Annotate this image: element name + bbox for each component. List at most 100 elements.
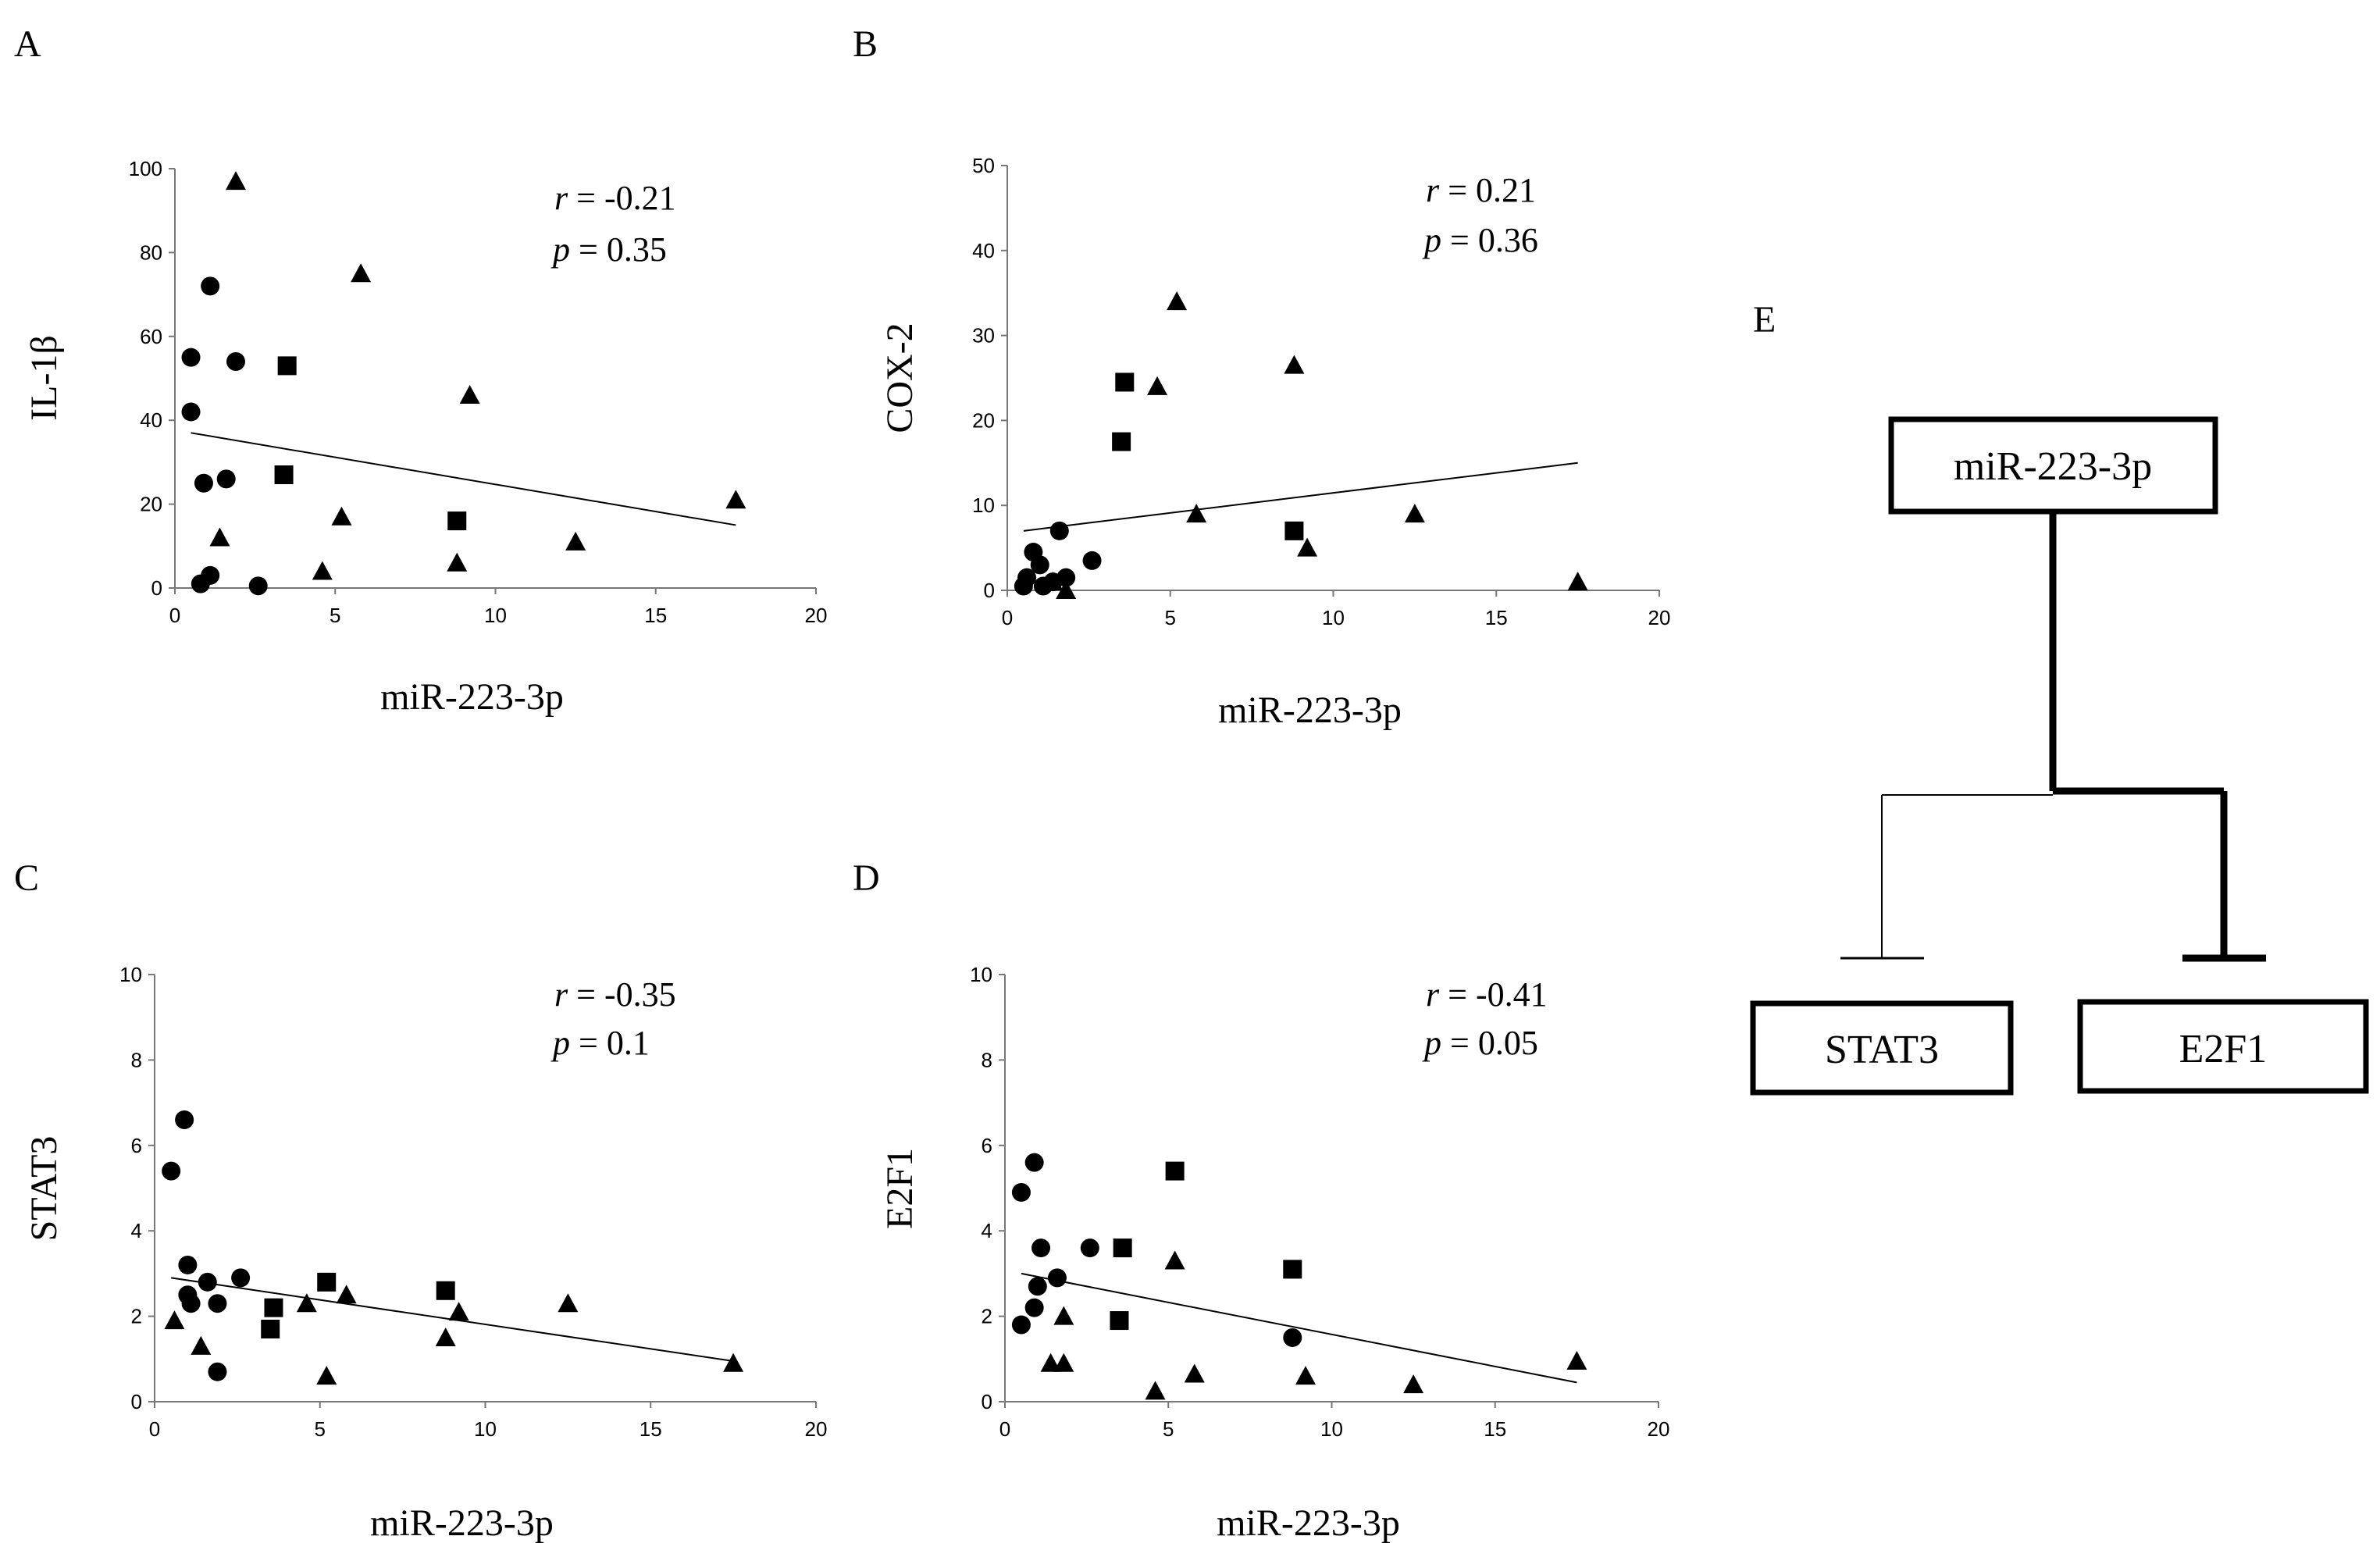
y-tick-label: 8	[982, 1048, 992, 1071]
trend-line	[1021, 1272, 1577, 1384]
y-tick-label: 4	[131, 1219, 142, 1242]
circle-point	[1283, 1328, 1302, 1347]
p-annotation: p = 0.35	[550, 230, 667, 269]
circle-point	[1024, 1153, 1044, 1172]
x-tick-label: 10	[1322, 606, 1345, 629]
y-tick-label: 4	[982, 1219, 992, 1242]
triangle-point	[723, 1353, 744, 1372]
y-tick-label: 6	[982, 1134, 992, 1157]
y-tick-label: 80	[140, 241, 162, 264]
triangle-point	[1567, 572, 1588, 591]
y-axis-title: COX-2	[879, 323, 921, 433]
panel-letter-b: B	[853, 23, 878, 65]
panel-letter-a: A	[14, 23, 41, 65]
r-annotation: r = -0.21	[554, 179, 676, 217]
square-point	[264, 1298, 283, 1317]
square-point	[261, 1320, 280, 1339]
circle-point	[198, 1272, 217, 1292]
square-point	[1165, 1161, 1185, 1181]
scatter-panel-c: C 0 2 4 6 8 10 0 5 10 15 20 miR-223-3p STAT3 r = -0.35…	[14, 857, 827, 1544]
circle-point	[216, 469, 236, 489]
square-point	[317, 1272, 337, 1292]
r-annotation: r = -0.41	[1426, 975, 1548, 1014]
circle-point	[1082, 551, 1102, 570]
circle-point	[194, 473, 213, 493]
triangle-point	[225, 171, 246, 191]
x-tick-label: 0	[1002, 606, 1013, 629]
y-tick-label: 2	[982, 1305, 992, 1328]
triangle-point	[1295, 1366, 1316, 1385]
x-tick-label: 5	[1163, 1417, 1174, 1441]
triangle-point	[164, 1310, 185, 1330]
x-tick-label: 15	[644, 604, 667, 627]
y-tick-label: 10	[972, 494, 995, 517]
trend-line	[191, 432, 736, 526]
circle-point	[226, 352, 245, 372]
x-axis-title: miR-223-3p	[370, 1502, 554, 1544]
panel-letter-e: E	[1753, 299, 1776, 340]
circle-point	[178, 1255, 198, 1274]
square-point	[436, 1281, 455, 1300]
triangle-point	[725, 490, 746, 509]
circle-point	[1031, 1238, 1051, 1258]
square-point	[1115, 372, 1135, 392]
x-tick-label: 15	[1485, 606, 1508, 629]
x-tick-label: 5	[315, 1417, 326, 1441]
y-tick-label: 40	[140, 408, 162, 432]
e2f1-box	[2077, 999, 2369, 1094]
y-axis-title: IL-1β	[23, 335, 65, 421]
triangle-point	[558, 1293, 579, 1313]
y-tick-label: 2	[131, 1305, 142, 1328]
triangle-point	[1145, 1381, 1166, 1400]
y-tick-label: 10	[970, 963, 992, 986]
y-tick-label: 30	[972, 324, 995, 347]
circle-point	[248, 576, 268, 596]
scatter-panel-d: D 0 2 4 6 8 10 0 5 10 15 20 miR-223-3p E2F1 r = -0.41 p…	[853, 857, 1669, 1544]
triangle-point	[1297, 537, 1318, 557]
diagram-panel-e: E miR-223-3p STAT3 E2F1	[1750, 299, 2369, 1096]
circle-point	[1024, 1298, 1044, 1317]
x-axis-title: miR-223-3p	[1218, 690, 1402, 731]
y-tick-label: 0	[982, 1390, 992, 1413]
circle-point	[1056, 568, 1076, 587]
triangle-point	[1164, 1250, 1185, 1270]
x-tick-label: 20	[805, 604, 828, 627]
triangle-point	[1184, 1363, 1205, 1383]
x-tick-label: 20	[805, 1417, 828, 1441]
circle-point	[1017, 568, 1037, 587]
triangle-point	[1053, 1306, 1074, 1325]
square-point	[1110, 1311, 1129, 1331]
x-tick-label: 10	[474, 1417, 497, 1441]
triangle-point	[1186, 504, 1207, 523]
circle-point	[1028, 1277, 1047, 1296]
scatter-panel-a: A 0 20 40 60 80 100 0 5 10 15 20 miR-223-3p IL-1β r = …	[14, 23, 827, 718]
triangle-point	[565, 531, 586, 551]
triangle-point	[1040, 1353, 1061, 1372]
triangle-point	[351, 263, 372, 283]
triangle-point	[336, 1285, 357, 1304]
x-tick-label: 5	[330, 604, 340, 627]
square-point	[1113, 1238, 1132, 1258]
circle-point	[162, 1161, 181, 1181]
triangle-point	[1147, 376, 1168, 395]
x-tick-label: 15	[640, 1417, 662, 1441]
square-point	[277, 356, 297, 376]
y-axis-title: STAT3	[23, 1136, 65, 1242]
triangle-point	[459, 384, 480, 404]
y-tick-label: 0	[151, 576, 162, 600]
y-tick-label: 20	[140, 493, 162, 516]
triangle-point	[1056, 580, 1077, 599]
circle-point	[175, 1110, 194, 1129]
y-tick-label: 0	[131, 1390, 142, 1413]
square-point	[1284, 521, 1304, 540]
y-tick-label: 10	[119, 963, 142, 986]
circle-point	[181, 1294, 201, 1313]
triangle-point	[435, 1327, 456, 1346]
x-tick-label: 20	[1648, 606, 1671, 629]
circle-point	[201, 276, 220, 296]
triangle-point	[312, 561, 333, 580]
triangle-point	[448, 1302, 469, 1321]
panel-letter-c: C	[14, 857, 39, 899]
circle-point	[1047, 1268, 1067, 1288]
x-axis-title: miR-223-3p	[1217, 1502, 1400, 1544]
